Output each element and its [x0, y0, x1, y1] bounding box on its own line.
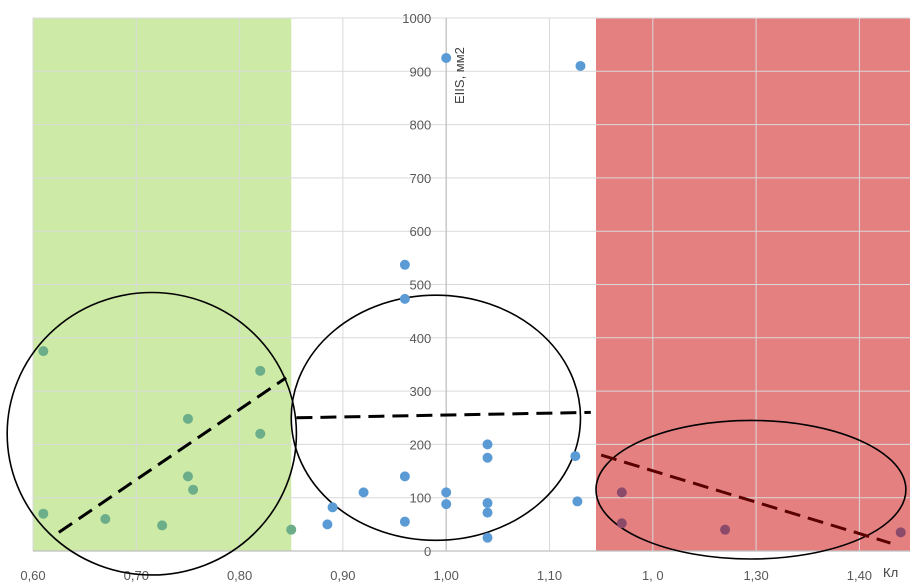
data-point	[720, 524, 731, 535]
y-tick-labels: 0 100 200 300 400 500 600 700 800 900 1000	[402, 11, 431, 559]
data-point	[441, 487, 452, 498]
x-tick-label: 1,10	[537, 568, 562, 583]
data-point	[616, 487, 627, 498]
data-point	[482, 452, 493, 463]
y-axis-title: EIIS, мм2	[452, 47, 467, 104]
cluster-ellipses	[6, 291, 907, 576]
x-tick-label: 0,60	[20, 568, 45, 583]
data-point	[38, 508, 49, 519]
x-tick-label: 1, 0	[642, 568, 664, 583]
trend-line-1	[57, 376, 287, 534]
data-point	[38, 346, 49, 357]
y-tick-label: 900	[409, 64, 431, 79]
data-point	[895, 527, 906, 538]
y-tick-label: 800	[409, 118, 431, 133]
data-point	[358, 487, 369, 498]
y-tick-label: 200	[409, 437, 431, 452]
data-point	[188, 484, 199, 495]
y-tick-label: 100	[409, 491, 431, 506]
x-tick-labels: 0,60 0,70 0,80 0,90 1,00 1,10 1, 0 1,30 1,40	[20, 568, 872, 583]
data-point	[255, 365, 266, 376]
y-tick-label: 400	[409, 331, 431, 346]
trend-line-2	[296, 410, 591, 420]
y-tick-label: 700	[409, 171, 431, 186]
x-tick-label: 0,80	[227, 568, 252, 583]
data-point	[286, 524, 297, 535]
cluster-ellipse-2	[290, 294, 582, 542]
cluster-ellipse-3	[595, 419, 907, 560]
data-point	[399, 259, 410, 270]
trend-lines	[57, 376, 891, 545]
data-point	[182, 413, 193, 424]
y-tick-label: 0	[424, 544, 431, 559]
data-point	[482, 532, 493, 543]
data-point	[399, 516, 410, 527]
data-point	[100, 514, 111, 525]
axes	[33, 18, 910, 552]
x-tick-label: 1,00	[434, 568, 459, 583]
y-tick-label: 1000	[402, 11, 431, 26]
data-point	[482, 498, 493, 509]
data-point	[399, 293, 410, 304]
data-point	[322, 519, 333, 530]
x-tick-label: 1,30	[743, 568, 768, 583]
y-tick-label: 600	[409, 224, 431, 239]
data-point	[182, 471, 193, 482]
data-points	[38, 52, 906, 543]
data-point	[575, 60, 586, 71]
data-point	[572, 496, 583, 507]
data-point	[482, 507, 493, 518]
data-point	[570, 451, 581, 462]
data-point	[255, 428, 266, 439]
y-tick-label: 300	[409, 384, 431, 399]
data-point	[482, 439, 493, 450]
cluster-ellipse-1	[6, 291, 298, 576]
data-point	[616, 518, 627, 529]
x-axis-title: Кл	[883, 565, 898, 580]
trend-line-3	[600, 453, 891, 545]
data-point	[399, 471, 410, 482]
data-point	[441, 499, 452, 510]
x-tick-label: 1,40	[847, 568, 872, 583]
data-point	[327, 502, 338, 513]
x-tick-label: 0,70	[124, 568, 149, 583]
data-point	[441, 52, 452, 63]
data-point	[157, 520, 168, 531]
y-tick-label: 500	[409, 278, 431, 293]
x-tick-label: 0,90	[330, 568, 355, 583]
